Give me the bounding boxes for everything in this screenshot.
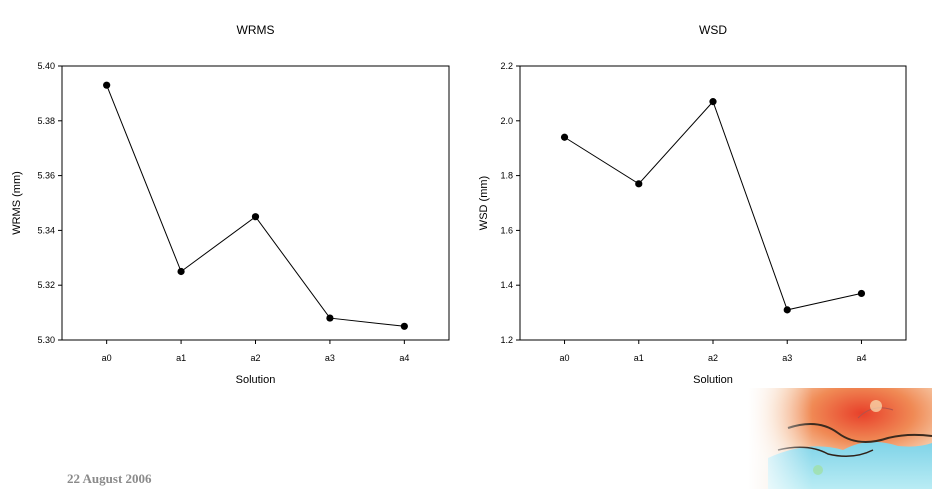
data-point <box>857 289 866 298</box>
y-tick-label: 5.36 <box>37 171 55 181</box>
y-axis-label: WRMS (mm) <box>11 171 23 235</box>
x-tick-label: a1 <box>634 353 644 363</box>
series-line <box>564 100 862 311</box>
data-point <box>400 322 408 330</box>
chart-title: WRMS <box>237 23 275 37</box>
y-axis-label: WSD (mm) <box>478 176 490 230</box>
data-point <box>251 213 260 221</box>
x-tick-label: a0 <box>560 353 570 363</box>
chart-title: WSD <box>699 23 727 37</box>
map-thumbnail-icon <box>748 388 932 489</box>
y-tick-label: 1.8 <box>500 171 513 181</box>
y-tick-label: 5.40 <box>37 61 55 71</box>
x-tick-label: a4 <box>399 353 409 363</box>
x-tick-label: a2 <box>708 353 718 363</box>
x-axis-label: Solution <box>693 374 733 386</box>
data-point <box>783 306 791 314</box>
y-tick-label: 2.0 <box>500 116 513 126</box>
x-axis-label: Solution <box>236 374 276 386</box>
y-tick-label: 5.30 <box>37 335 55 345</box>
y-tick-label: 5.34 <box>37 225 55 235</box>
footer-date: 22 August 2006 <box>67 471 152 486</box>
y-tick-label: 1.6 <box>500 225 513 235</box>
x-tick-label: a2 <box>250 353 260 363</box>
data-point <box>709 98 717 106</box>
y-tick-label: 5.32 <box>37 280 55 290</box>
y-tick-label: 1.4 <box>500 280 513 290</box>
x-tick-label: a1 <box>176 353 186 363</box>
data-point <box>635 180 643 188</box>
y-tick-label: 1.2 <box>500 335 513 345</box>
y-tick-label: 5.38 <box>37 116 55 126</box>
chart-wsd: WSD 1.2 1.4 1.6 1.8 2.0 2.2 a0 a1 a2 a3 a4 Solution W… <box>478 23 907 386</box>
x-tick-label: a0 <box>102 353 112 363</box>
x-tick-label: a4 <box>856 353 866 363</box>
data-point <box>103 81 111 89</box>
data-point <box>326 314 334 322</box>
series-line <box>106 84 405 327</box>
plot-frame <box>519 65 907 341</box>
chart-wrms: WRMS 5.30 5.32 5.34 5.36 5.38 5.40 a0 a1 a2 a3 a4 So… <box>11 23 450 386</box>
plot-frame <box>61 65 450 341</box>
x-tick-label: a3 <box>325 353 335 363</box>
data-point <box>560 133 569 141</box>
x-tick-label: a3 <box>782 353 792 363</box>
data-point <box>177 267 185 276</box>
y-tick-label: 2.2 <box>500 61 513 71</box>
